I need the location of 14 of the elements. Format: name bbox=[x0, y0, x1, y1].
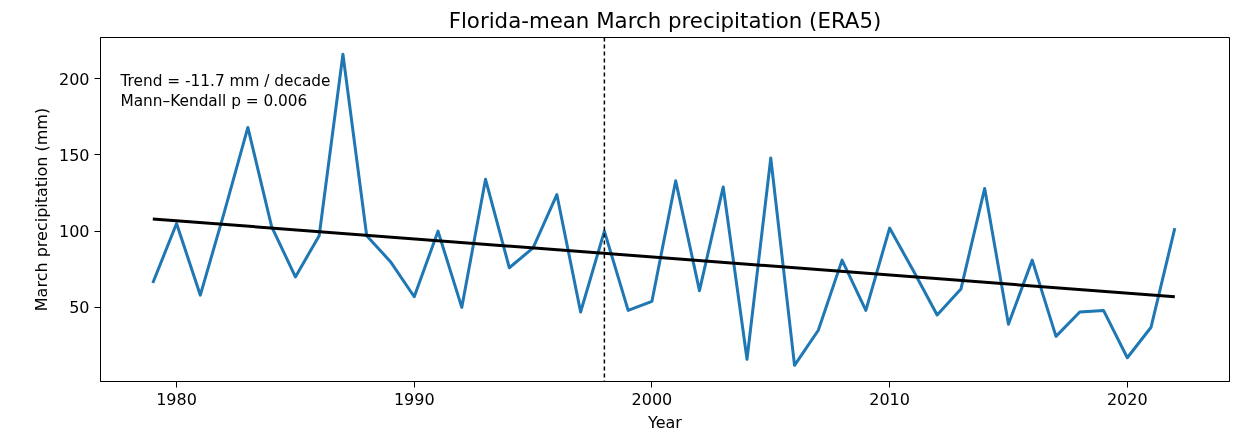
annotation: Trend = -11.7 mm / decade bbox=[119, 71, 331, 90]
x-tick-label: 1990 bbox=[393, 389, 435, 409]
x-axis-title: Year bbox=[647, 412, 683, 432]
x-tick-label: 2020 bbox=[1106, 389, 1148, 409]
y-axis-title: March precipitation (mm) bbox=[31, 107, 51, 312]
y-tick-label: 150 bbox=[58, 145, 90, 165]
y-tick-label: 200 bbox=[58, 69, 90, 89]
annotation: Mann–Kendall p = 0.006 bbox=[120, 91, 308, 110]
y-tick-label: 50 bbox=[69, 298, 90, 318]
x-tick-label: 2010 bbox=[869, 389, 910, 409]
x-tick-label: 1980 bbox=[156, 389, 197, 409]
chart-title: Florida-mean March precipitation (ERA5) bbox=[448, 7, 882, 33]
x-tick-label: 2000 bbox=[631, 389, 673, 409]
y-tick-label: 100 bbox=[58, 222, 90, 242]
